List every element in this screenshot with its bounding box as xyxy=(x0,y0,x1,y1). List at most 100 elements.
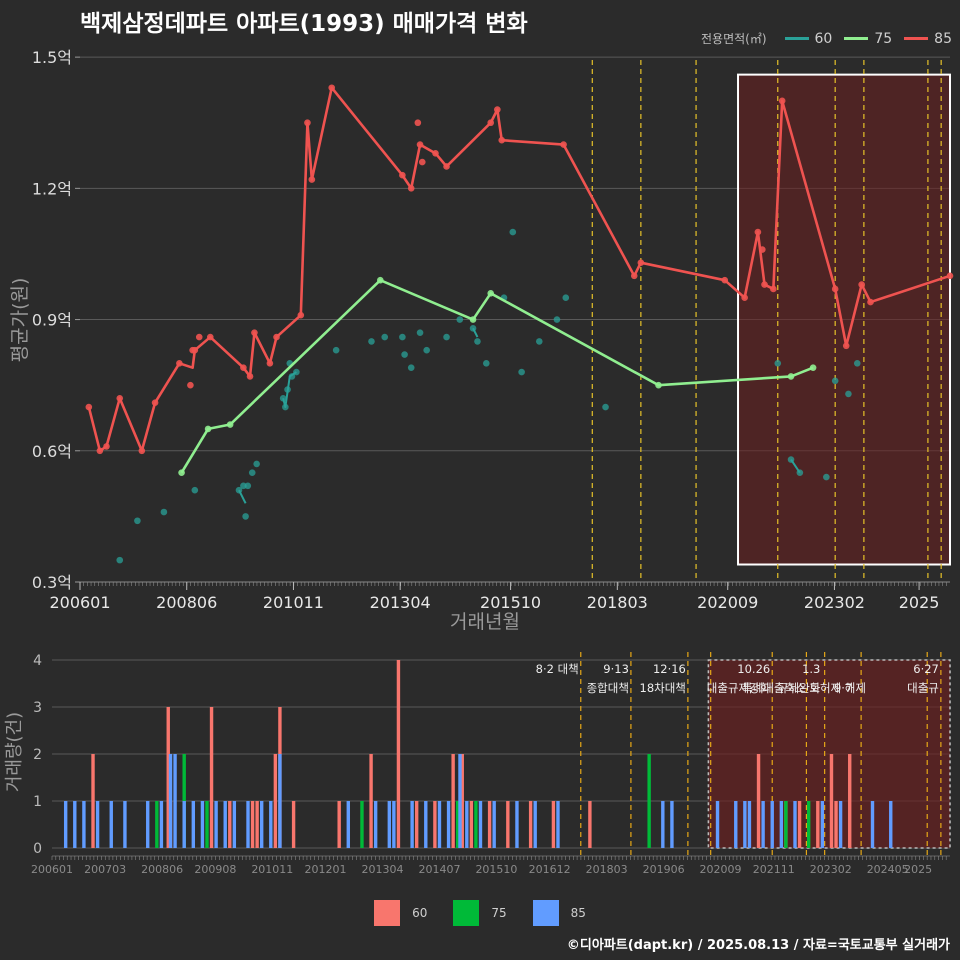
bar-x-tick-label-14: 202302 xyxy=(810,863,852,876)
data-point-60 xyxy=(443,333,450,341)
data-point-60 xyxy=(134,517,141,525)
series-line-75 xyxy=(180,278,814,474)
data-point-60 xyxy=(381,333,389,341)
bar-x-tick-label-13: 202111 xyxy=(753,863,795,876)
volume-bar-85 xyxy=(446,801,451,848)
data-point-60 xyxy=(831,377,839,385)
data-point-60 xyxy=(562,294,570,301)
data-point-85 xyxy=(770,285,777,293)
data-point-60 xyxy=(456,316,464,323)
volume-bar-85 xyxy=(123,801,127,848)
bar-legend-swatch-75 xyxy=(453,900,480,926)
volume-bar-85 xyxy=(492,801,496,848)
bar-legend-swatch-60 xyxy=(374,900,401,926)
bar-y-axis-title: 거래량(건) xyxy=(4,712,25,792)
legend-key-60 xyxy=(784,37,809,40)
data-point-75 xyxy=(204,425,212,433)
data-point-85 xyxy=(191,346,199,354)
volume-bar-60 xyxy=(460,754,464,848)
volume-bar-85 xyxy=(387,801,392,848)
data-point-85 xyxy=(487,119,495,127)
volume-bar-85 xyxy=(246,801,250,848)
volume-bar-60 xyxy=(209,707,214,848)
volume-bar-60 xyxy=(551,801,556,848)
data-point-60 xyxy=(253,460,260,468)
volume-bar-60 xyxy=(487,801,492,848)
data-point-85 xyxy=(240,364,247,371)
bar-x-tick-label-12: 202009 xyxy=(700,863,742,876)
y-tick-label-3: 1.2억 xyxy=(32,179,72,198)
data-point-85 xyxy=(266,360,274,367)
y-tick-label-2: 0.9억 xyxy=(32,311,72,330)
data-point-60 xyxy=(509,228,517,236)
bar-x-tick-label-8: 201510 xyxy=(475,863,517,876)
data-point-60 xyxy=(248,469,256,476)
volume-bar-85 xyxy=(214,801,218,848)
legend-top: 전용면적(㎡) 60 75 85 xyxy=(701,30,952,47)
chart-title: 백제삼정데파트 아파트(1993) 매매가격 변화 xyxy=(80,11,528,37)
volume-bar-85 xyxy=(889,801,893,848)
legend-item-85: 85 xyxy=(904,31,952,47)
x-tick-label-3: 201304 xyxy=(370,593,431,612)
policy-label-date-4: 1.3 xyxy=(802,662,820,676)
data-point-85 xyxy=(432,150,439,157)
data-point-60 xyxy=(332,346,340,354)
data-point-85 xyxy=(206,333,214,341)
volume-bar-75 xyxy=(155,801,159,848)
x-tick-label-7: 202302 xyxy=(804,593,865,612)
data-point-85 xyxy=(761,281,768,288)
x-tick-label-6: 202009 xyxy=(697,593,758,612)
volume-bar-60 xyxy=(829,754,834,848)
y-tick-label-0: 0.3억 xyxy=(32,573,72,592)
data-point-85 xyxy=(151,399,159,406)
data-point-85 xyxy=(498,136,506,144)
volume-bar-60 xyxy=(273,754,278,848)
volume-bar-85 xyxy=(373,801,378,848)
bar-legend-swatch-85 xyxy=(532,900,559,926)
data-point-75 xyxy=(655,381,662,389)
legend-label-60: 60 xyxy=(814,30,833,47)
bar-x-tick-label-6: 201304 xyxy=(361,863,403,876)
bar-x-tick-label-9: 201612 xyxy=(529,863,571,876)
data-point-60 xyxy=(774,360,782,367)
bar-x-tick-label-15: 202405 xyxy=(867,863,909,876)
legend-item-60: 60 xyxy=(784,30,833,47)
data-point-60 xyxy=(535,338,543,345)
data-point-60 xyxy=(288,373,296,380)
bar-legend-item-75: 75 xyxy=(453,900,507,926)
data-point-60 xyxy=(242,513,249,520)
bar-y-tick-label-4: 4 xyxy=(33,653,42,669)
volume-bar-85 xyxy=(533,801,537,848)
policy-label-date-1: 9·13 xyxy=(603,662,629,676)
volume-bar-60 xyxy=(433,801,437,848)
data-point-85 xyxy=(721,276,729,284)
bar-x-tick-label-3: 200908 xyxy=(194,863,236,876)
policy-label-name-3: 대출규제강화 xyxy=(707,681,771,695)
volume-bar-60 xyxy=(848,754,852,848)
legend-key-85 xyxy=(904,37,929,40)
data-point-85 xyxy=(494,106,501,113)
volume-bar-85 xyxy=(779,801,784,848)
data-point-85 xyxy=(637,259,645,266)
volume-bar-85 xyxy=(743,801,747,848)
volume-bar-85 xyxy=(515,801,519,848)
volume-bar-85 xyxy=(715,801,720,848)
data-point-85 xyxy=(85,403,93,411)
data-point-60 xyxy=(282,403,289,411)
volume-bar-85 xyxy=(269,801,273,848)
volume-bar-60 xyxy=(396,660,401,848)
y-tick-label-4: 1.5억 xyxy=(32,48,72,67)
data-point-85 xyxy=(103,443,110,450)
volume-bar-85 xyxy=(661,801,665,848)
policy-label-name-4: 규제완화 xyxy=(778,681,821,695)
volume-bar-60 xyxy=(255,801,259,848)
data-point-85 xyxy=(308,176,316,183)
volume-bar-85 xyxy=(82,801,86,848)
volume-bar-85 xyxy=(232,801,237,848)
volume-bar-85 xyxy=(73,801,77,848)
volume-bar-85 xyxy=(259,801,264,848)
volume-bar-85 xyxy=(346,801,350,848)
policy-label-name-6: 특례대출축소 토허제 해제 xyxy=(742,681,866,695)
bar-x-tick-label-5: 201201 xyxy=(305,863,347,876)
data-point-60 xyxy=(787,456,795,463)
